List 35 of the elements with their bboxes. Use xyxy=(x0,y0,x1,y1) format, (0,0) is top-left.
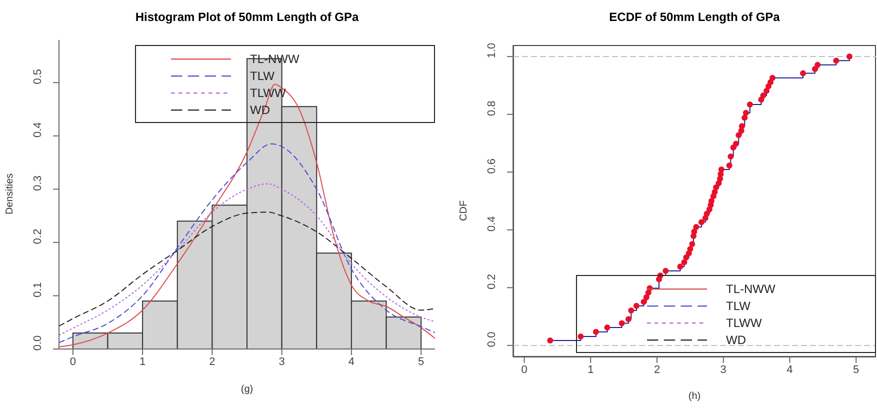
y-tick-label: 0.1 xyxy=(32,282,44,298)
x-axis-title: (g) xyxy=(240,384,254,395)
x-tick-label: 4 xyxy=(786,364,793,376)
x-tick-label: 5 xyxy=(853,364,860,376)
y-tick-label: 0.2 xyxy=(32,228,44,244)
y-axis-title: Densities xyxy=(4,173,16,214)
x-tick-label: 3 xyxy=(278,356,285,368)
x-tick-label: 2 xyxy=(209,356,216,368)
x-tick-label: 4 xyxy=(348,356,355,368)
x-tick-label: 1 xyxy=(139,356,146,368)
legend-label: TLW xyxy=(726,298,750,312)
legend-label: TLW xyxy=(250,68,274,82)
y-tick-label: 0.4 xyxy=(486,216,498,232)
y-axis-title: CDF xyxy=(458,200,470,221)
x-tick-label: 0 xyxy=(70,356,76,368)
y-tick-label: 0.0 xyxy=(32,335,44,351)
legend-label: WD xyxy=(726,332,746,346)
legend-label: TLWW xyxy=(726,316,762,330)
x-tick-label: 3 xyxy=(720,364,726,376)
y-tick-label: 0.2 xyxy=(486,274,498,290)
chart-title: ECDF of 50mm Length of GPa xyxy=(608,10,781,24)
y-tick-label: 0.5 xyxy=(32,68,44,84)
x-tick-label: 1 xyxy=(588,364,594,376)
x-axis-title: (h) xyxy=(688,391,701,402)
x-tick-label: 2 xyxy=(654,364,660,376)
x-tick-label: 5 xyxy=(418,356,424,368)
y-tick-label: 0.6 xyxy=(486,158,498,174)
y-tick-label: 0.8 xyxy=(486,100,498,116)
y-tick-label: 0.4 xyxy=(32,122,44,138)
y-tick-label: 1.0 xyxy=(486,42,498,58)
legend-label: TL-NWW xyxy=(726,282,776,296)
y-tick-label: 0.0 xyxy=(486,332,498,348)
y-tick-label: 0.3 xyxy=(32,176,44,191)
chart-title: Histogram Plot of 50mm Length of GPa xyxy=(134,10,360,24)
x-tick-label: 0 xyxy=(521,364,528,376)
